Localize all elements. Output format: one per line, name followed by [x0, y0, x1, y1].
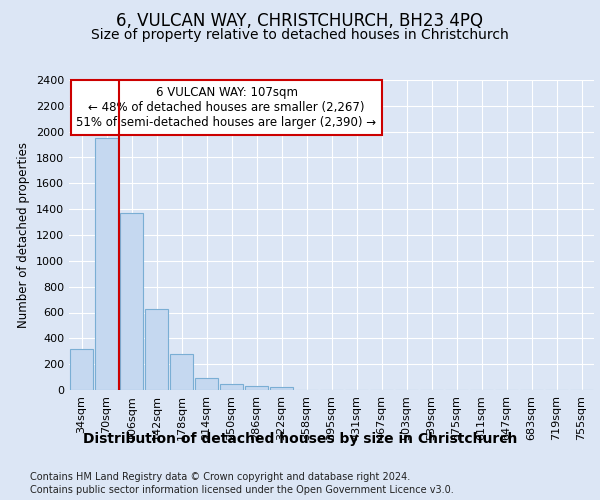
Text: 6, VULCAN WAY, CHRISTCHURCH, BH23 4PQ: 6, VULCAN WAY, CHRISTCHURCH, BH23 4PQ	[116, 12, 484, 30]
Bar	[270, 388, 293, 390]
Bar	[245, 386, 268, 390]
Bar	[220, 384, 243, 390]
Text: Distribution of detached houses by size in Christchurch: Distribution of detached houses by size …	[83, 432, 517, 446]
Text: Size of property relative to detached houses in Christchurch: Size of property relative to detached ho…	[91, 28, 509, 42]
Bar	[120, 213, 143, 390]
Bar	[170, 354, 193, 390]
Bar	[70, 348, 93, 390]
Text: 6 VULCAN WAY: 107sqm
← 48% of detached houses are smaller (2,267)
51% of semi-de: 6 VULCAN WAY: 107sqm ← 48% of detached h…	[76, 86, 377, 129]
Text: Contains HM Land Registry data © Crown copyright and database right 2024.: Contains HM Land Registry data © Crown c…	[30, 472, 410, 482]
Bar	[195, 378, 218, 390]
Bar	[145, 308, 168, 390]
Text: Contains public sector information licensed under the Open Government Licence v3: Contains public sector information licen…	[30, 485, 454, 495]
Y-axis label: Number of detached properties: Number of detached properties	[17, 142, 31, 328]
Bar	[95, 138, 118, 390]
